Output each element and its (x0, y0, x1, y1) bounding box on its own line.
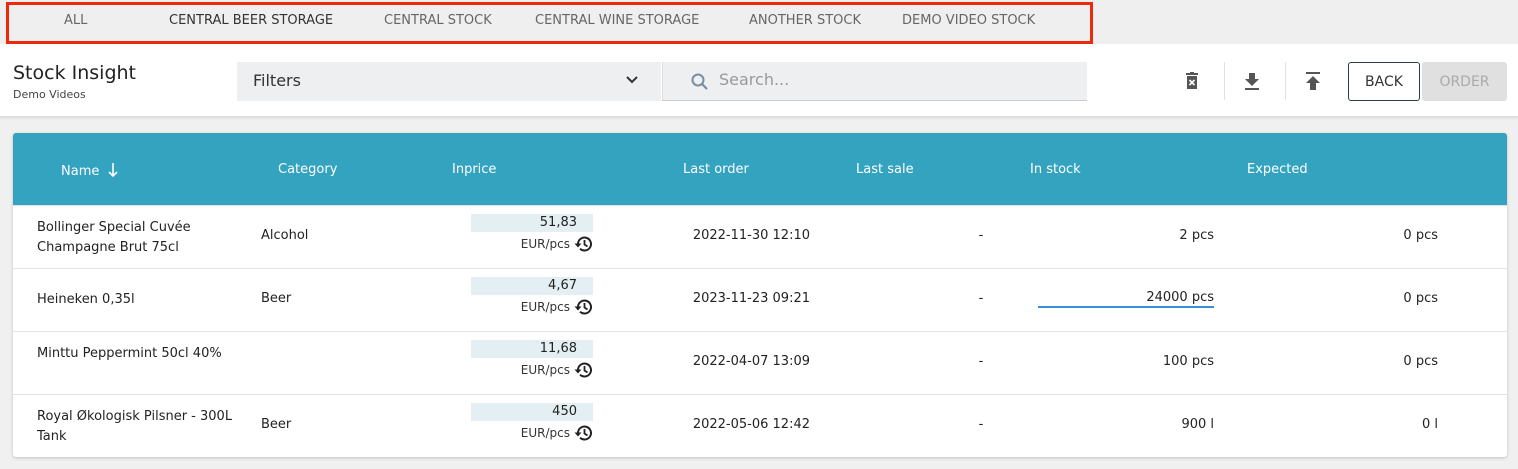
filters-dropdown[interactable]: Filters (237, 62, 661, 101)
product-name: Royal Økologisk Pilsner - 300L Tank (37, 409, 233, 444)
inprice-value[interactable]: 4,67 (471, 277, 593, 295)
column-header-name[interactable]: Name (61, 162, 118, 179)
product-name: Bollinger Special Cuvée Champagne Brut 7… (37, 220, 191, 255)
in-stock[interactable]: 24000 pcs (1038, 290, 1214, 308)
tab-central-beer-storage[interactable]: CENTRAL BEER STORAGE (169, 13, 334, 28)
column-header-category[interactable]: Category (278, 162, 338, 177)
column-header-last-order[interactable]: Last order (683, 162, 749, 177)
table-row[interactable]: Minttu Peppermint 50cl 40% 11,68 EUR/pcs… (13, 331, 1507, 394)
page-header: Stock Insight Demo Videos Filters BACK O… (0, 44, 1518, 117)
price-history-icon[interactable] (573, 361, 593, 379)
stock-tabs: ALL CENTRAL BEER STORAGE CENTRAL STOCK C… (0, 0, 1518, 44)
inprice-value[interactable]: 51,83 (471, 214, 593, 232)
last-sale: - (978, 354, 984, 369)
last-order: 2023-11-23 09:21 (692, 291, 810, 306)
column-header-last-sale[interactable]: Last sale (856, 162, 914, 177)
expected: 0 pcs (1403, 291, 1438, 306)
table-row[interactable]: Heineken 0,35l Beer 4,67 EUR/pcs 2023-11… (13, 268, 1507, 331)
filters-label: Filters (253, 71, 301, 90)
in-stock: 2 pcs (1179, 228, 1214, 243)
price-history-icon[interactable] (573, 298, 593, 316)
price-history-icon[interactable] (573, 235, 593, 253)
category: Beer (261, 417, 292, 432)
product-name: Heineken 0,35l (37, 292, 135, 307)
tab-another-stock[interactable]: ANOTHER STOCK (749, 13, 861, 28)
divider (1285, 62, 1286, 100)
last-sale: - (978, 228, 984, 243)
tab-central-wine-storage[interactable]: CENTRAL WINE STORAGE (535, 13, 700, 28)
category: Alcohol (261, 228, 309, 243)
search-icon (691, 73, 708, 90)
arrow-down-icon (107, 163, 118, 178)
last-order: 2022-11-30 12:10 (692, 228, 810, 243)
search-field (662, 62, 1087, 101)
table-header: Name Category Inprice Last order Last sa… (13, 133, 1507, 205)
inprice-value[interactable]: 11,68 (471, 340, 593, 358)
delete-icon (1186, 72, 1198, 89)
column-header-inprice[interactable]: Inprice (452, 162, 497, 177)
inprice-value[interactable]: 450 (471, 403, 593, 421)
column-header-expected[interactable]: Expected (1247, 162, 1308, 177)
upload-button[interactable] (1298, 66, 1328, 96)
table-row[interactable]: Royal Økologisk Pilsner - 300L Tank Beer… (13, 394, 1507, 457)
last-sale: - (978, 291, 984, 306)
inprice-unit: EUR/pcs (471, 298, 593, 316)
product-name: Minttu Peppermint 50cl 40% (37, 346, 222, 361)
last-order: 2022-05-06 12:42 (692, 417, 810, 432)
order-button[interactable]: ORDER (1422, 62, 1507, 101)
tab-all[interactable]: ALL (64, 13, 88, 28)
chevron-down-icon (626, 76, 638, 84)
in-stock: 100 pcs (1162, 354, 1214, 369)
last-sale: - (978, 417, 984, 432)
inprice-unit: EUR/pcs (471, 235, 593, 253)
in-stock: 900 l (1181, 417, 1214, 432)
inprice-unit: EUR/pcs (471, 424, 593, 442)
highlight-box (6, 2, 1093, 44)
expected: 0 pcs (1403, 354, 1438, 369)
page-title: Stock Insight (13, 62, 136, 84)
stock-table: Name Category Inprice Last order Last sa… (13, 133, 1507, 457)
expected: 0 pcs (1403, 228, 1438, 243)
search-input[interactable] (719, 70, 1069, 89)
back-button[interactable]: BACK (1348, 62, 1420, 101)
inprice-unit: EUR/pcs (471, 361, 593, 379)
tab-central-stock[interactable]: CENTRAL STOCK (384, 13, 492, 28)
price-history-icon[interactable] (573, 424, 593, 442)
expected: 0 l (1421, 417, 1438, 432)
last-order: 2022-04-07 13:09 (692, 354, 810, 369)
category: Beer (261, 291, 292, 306)
delete-button[interactable] (1177, 66, 1207, 96)
upload-icon (1306, 72, 1320, 90)
download-button[interactable] (1237, 66, 1267, 96)
page-subtitle: Demo Videos (13, 88, 86, 101)
divider (1224, 62, 1225, 100)
column-header-in-stock[interactable]: In stock (1030, 162, 1081, 177)
table-row[interactable]: Bollinger Special Cuvée Champagne Brut 7… (13, 205, 1507, 268)
tab-demo-video-stock[interactable]: DEMO VIDEO STOCK (902, 13, 1036, 28)
download-icon (1245, 73, 1259, 90)
